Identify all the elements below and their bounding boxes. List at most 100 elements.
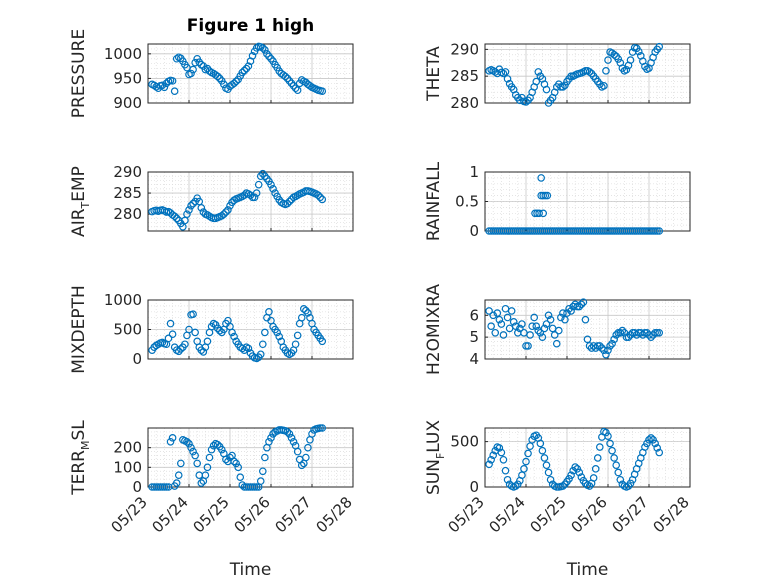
data-point	[493, 309, 502, 317]
data-point	[203, 337, 212, 346]
data-point	[207, 445, 216, 454]
data-point	[532, 77, 541, 86]
data-point	[160, 483, 169, 491]
data-point	[655, 328, 664, 337]
data-point	[318, 337, 327, 346]
data-point	[559, 309, 567, 317]
x-tick-label: 05/24	[486, 493, 529, 536]
data-point	[532, 322, 541, 331]
data-point	[187, 443, 195, 452]
data-point	[567, 307, 575, 315]
data-point	[577, 473, 586, 481]
data-point	[554, 326, 563, 335]
x-tick-label: 05/27	[272, 493, 315, 536]
data-point	[647, 434, 655, 442]
y-tick-label: 1000	[104, 291, 142, 309]
subplot-pressure: 900 950 1000 PRESSURE Figure 1 high	[69, 16, 354, 118]
y-tick-label: 0	[469, 222, 479, 240]
data-point	[561, 315, 569, 324]
data-point	[261, 328, 269, 337]
data-point	[495, 315, 504, 324]
data-point	[602, 428, 610, 437]
data-point	[516, 324, 524, 333]
data-point	[557, 83, 565, 91]
data-point	[267, 434, 275, 442]
data-point	[297, 313, 306, 322]
data-point	[624, 333, 633, 341]
data-point	[507, 307, 516, 315]
data-point	[526, 331, 534, 339]
data-point	[559, 83, 567, 91]
data-point	[518, 93, 526, 102]
y-tick-label: 4	[469, 350, 479, 368]
data-point	[531, 209, 539, 218]
data-point	[552, 339, 561, 348]
data-point	[612, 461, 621, 470]
y-tick-label: 280	[113, 205, 142, 223]
data-point	[261, 46, 269, 54]
data-point	[224, 206, 232, 214]
data-point	[604, 432, 612, 440]
data-point	[283, 199, 292, 208]
x-tick-label: 05/25	[190, 493, 233, 536]
data-point	[248, 51, 257, 60]
data-point	[166, 319, 175, 328]
y-tick-label: 1	[469, 163, 479, 181]
data-point	[593, 342, 602, 350]
data-point	[544, 311, 553, 320]
data-point	[540, 454, 549, 462]
data-point	[600, 82, 608, 90]
data-point	[197, 479, 206, 487]
y-tick-label: 0	[132, 478, 142, 496]
data-point	[589, 474, 598, 482]
data-point	[538, 446, 547, 455]
data-point	[524, 449, 532, 458]
y-tick-label: 1000	[104, 45, 142, 63]
data-point	[191, 451, 199, 460]
x-tick-label: 05/23	[445, 493, 488, 536]
y-axis-label: MIXDEPTH	[69, 285, 89, 374]
data-point	[185, 206, 193, 214]
data-point	[244, 62, 253, 70]
axes-box	[484, 427, 691, 488]
data-point	[289, 437, 298, 446]
x-tick-label: 05/24	[149, 493, 192, 536]
data-point	[201, 471, 210, 480]
x-axis-label: Time	[566, 560, 609, 580]
data-point	[557, 313, 565, 322]
data-point	[265, 307, 273, 316]
data-point	[205, 453, 214, 462]
data-point	[645, 435, 653, 444]
data-point	[183, 210, 191, 218]
data-point	[265, 437, 273, 446]
data-point	[230, 79, 238, 88]
data-point	[614, 55, 623, 63]
data-point	[602, 67, 610, 75]
axes-box	[147, 427, 354, 488]
data-point	[183, 437, 191, 446]
data-point	[537, 191, 545, 200]
data-point	[614, 468, 623, 477]
data-point	[653, 328, 662, 337]
data-point	[316, 193, 325, 202]
data-point	[497, 320, 506, 328]
data-point	[304, 443, 312, 452]
data-point	[297, 76, 306, 84]
data-point	[536, 328, 545, 337]
data-point	[213, 72, 222, 81]
data-point	[550, 331, 559, 339]
data-point	[585, 68, 594, 76]
data-point	[218, 445, 226, 454]
data-point	[299, 305, 308, 313]
data-point	[563, 309, 571, 317]
data-point	[559, 482, 567, 490]
data-point	[203, 463, 212, 472]
data-point	[222, 208, 230, 216]
data-point	[189, 310, 197, 318]
data-point	[513, 480, 522, 489]
data-point	[495, 444, 504, 452]
data-point	[535, 209, 543, 218]
data-point	[616, 328, 625, 337]
data-point	[177, 345, 185, 353]
